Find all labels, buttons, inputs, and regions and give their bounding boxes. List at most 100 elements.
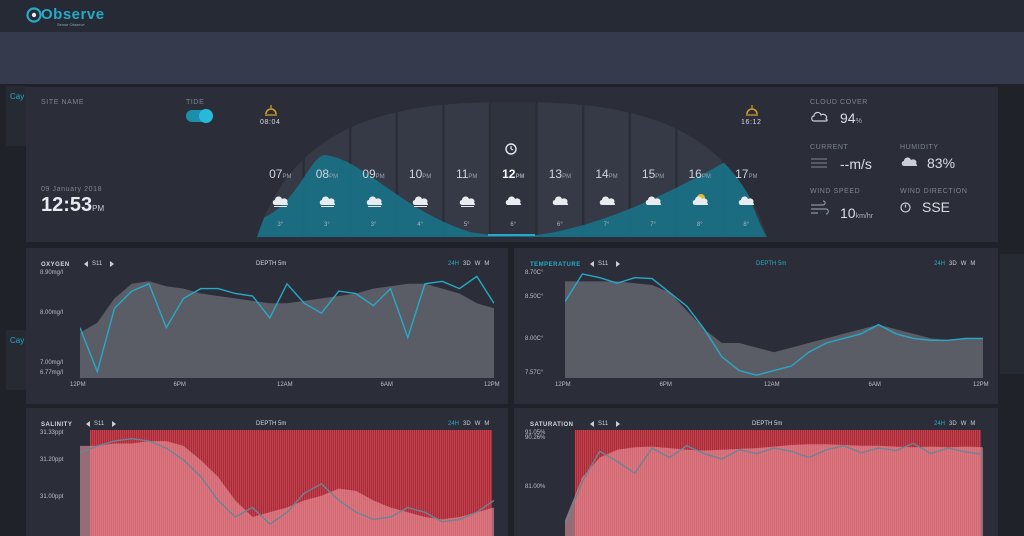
reading-bar [234,430,236,536]
reading-bar [579,430,581,536]
range-tab-w[interactable]: W [960,261,967,267]
side-stub-bottom[interactable]: Cay [6,330,26,390]
reading-bar [330,430,332,536]
range-tab-3d[interactable]: 3D [949,421,957,427]
reading-line [565,442,983,525]
temperature-chart [565,273,983,378]
reading-bar [332,430,334,536]
reading-bar [368,430,370,536]
temperature-site: S11 [598,261,609,267]
forecast-hour-label: 10PM [402,167,438,181]
salinity-prev-site[interactable] [86,421,90,427]
cloud-icon [552,196,569,205]
reading-bar [238,430,240,536]
tide-toggle[interactable] [186,109,213,123]
reading-bar [402,430,404,536]
y-axis-label: 8.00C° [525,336,544,342]
reading-bar [222,430,224,536]
salinity-chart [80,430,494,536]
temperature-title: TEMPERATURE [530,262,581,268]
saturation-title: SATURATION [530,422,574,428]
reading-bar [384,430,386,536]
cloud-cover-label: CLOUD COVER [810,99,868,106]
forecast-temp: 3° [277,222,284,228]
range-tab-24h[interactable]: 24H [448,261,460,267]
range-tab-24h[interactable]: 24H [934,261,946,267]
range-tab-3d[interactable]: 3D [463,261,471,267]
reading-bar [450,430,452,536]
right-stub [1000,254,1024,374]
forecast-hour-label: 14PM [589,167,625,181]
range-tab-m[interactable]: M [484,421,490,427]
reading-bar [232,430,234,536]
reading-bar [300,430,302,536]
wind-direction-value: SSE [922,199,951,215]
x-axis-label: 6PM [173,382,186,388]
cloud-cover-value: 94% [840,110,862,126]
cloud-icon [366,196,382,207]
reading-bar [276,430,278,536]
reading-bar [577,430,579,536]
reading-bar [320,430,322,536]
range-tab-3d[interactable]: 3D [949,261,957,267]
tide-toggle-knob [199,109,213,123]
side-stub-top[interactable]: Cay [6,86,26,146]
forecast-hour-suffix: PM [515,174,525,180]
reading-bar [328,430,330,536]
reading-bar [354,430,356,536]
y-axis-label: 7.00mg/l [40,360,64,366]
logo[interactable]: Observe Sense Observe [26,6,104,28]
reading-bar [364,430,366,536]
temperature-next-site[interactable] [616,261,620,267]
header-band [0,32,1024,84]
forecast-hour-value: 17 [735,167,749,181]
range-tab-w[interactable]: W [960,421,967,427]
reading-bar [416,430,418,536]
range-tab-24h[interactable]: 24H [934,421,946,427]
forecast-temp: 3° [370,222,377,228]
saturation-prev-site[interactable] [590,421,594,427]
forecast-hour-label: 15PM [635,167,671,181]
reading-bar [314,430,316,536]
reading-bar [350,430,352,536]
wind-speed-unit: km/hr [855,213,874,220]
range-tab-w[interactable]: W [474,261,481,267]
reading-bar [226,430,228,536]
range-tab-m[interactable]: M [970,261,976,267]
reading-bar [308,430,310,536]
reading-bar [406,430,408,536]
range-tab-m[interactable]: M [970,421,976,427]
reading-bar [478,430,480,536]
x-axis-label: 6AM [868,382,881,388]
cloud-icon [739,196,755,205]
reading-bar [430,430,432,536]
oxygen-prev-site[interactable] [84,261,88,267]
reading-bar [476,430,478,536]
range-tab-24h[interactable]: 24H [448,421,460,427]
sunrise-icon [265,105,277,116]
forecast-hour-value: 07 [269,167,283,181]
salinity-next-site[interactable] [112,421,116,427]
forecast-hour-column [536,102,584,237]
reading-bar [444,430,446,536]
range-tab-w[interactable]: W [474,421,481,427]
reading-bar [420,430,422,536]
forecast-hour-value: 08 [315,167,330,181]
forecast-hour-suffix: PM [655,174,665,180]
reading-bar [268,430,270,536]
cloud-cover-number: 94 [840,110,856,126]
range-tab-3d[interactable]: 3D [463,421,471,427]
temperature-prev-site[interactable] [590,261,594,267]
oxygen-next-site[interactable] [110,261,114,267]
range-area [80,441,494,536]
saturation-next-site[interactable] [616,421,620,427]
cloud-icon [506,196,522,205]
reading-bar [414,430,416,536]
reading-bar [448,430,450,536]
range-tab-m[interactable]: M [484,261,490,267]
reading-bar [454,430,456,536]
reading-bar [346,430,348,536]
reading-bar [266,430,268,536]
oxygen-depth: DEPTH 5m [256,261,287,267]
saturation-range-tabs: 24H 3D W M [930,421,975,427]
